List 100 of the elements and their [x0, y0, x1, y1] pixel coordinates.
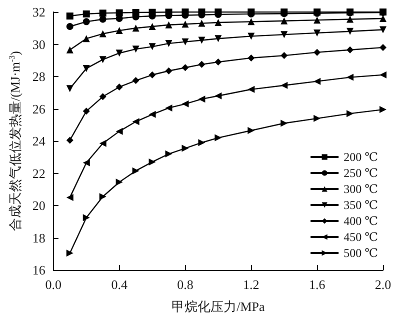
point: [132, 167, 140, 174]
point: [214, 58, 222, 66]
point: [314, 48, 321, 56]
point: [82, 64, 90, 72]
point: [214, 92, 222, 100]
legend-label: 500 ℃: [344, 246, 378, 260]
point: [116, 128, 123, 135]
point: [165, 40, 172, 47]
point: [66, 23, 74, 30]
point: [148, 110, 156, 118]
legend-label: 300 ℃: [344, 182, 378, 196]
point: [214, 134, 222, 142]
point: [248, 86, 255, 93]
point: [280, 52, 288, 60]
point: [99, 16, 106, 23]
point: [314, 78, 321, 85]
point: [132, 118, 140, 126]
point: [346, 46, 354, 54]
point: [148, 71, 156, 78]
y-tick-label: 20: [32, 198, 46, 213]
point: [148, 43, 156, 50]
legend-label: 350 ℃: [344, 198, 378, 212]
point: [214, 35, 222, 42]
point: [99, 93, 106, 100]
point: [198, 139, 206, 146]
point: [165, 67, 172, 74]
point: [99, 56, 106, 64]
point: [346, 16, 354, 23]
point: [132, 24, 140, 32]
point: [198, 20, 206, 27]
y-tick-label: 16: [32, 262, 46, 278]
y-tick-label: 28: [32, 69, 46, 84]
point: [82, 18, 90, 26]
x-tick-label: 0.4: [111, 277, 128, 292]
point: [82, 108, 90, 115]
point: [214, 18, 222, 26]
x-axis-title: 甲烷化压力/MPa: [172, 299, 266, 314]
x-tick-label: 0.8: [177, 277, 194, 292]
point: [182, 144, 189, 152]
point: [198, 36, 206, 44]
point: [314, 114, 321, 122]
point: [165, 21, 172, 28]
point: [198, 96, 206, 103]
point: [148, 23, 156, 30]
point: [248, 18, 255, 26]
point: [99, 193, 106, 200]
point: [66, 46, 74, 54]
point: [66, 194, 74, 201]
y-tick-label: 18: [32, 230, 46, 246]
point: [182, 100, 189, 108]
point: [182, 64, 189, 72]
y-tick-label: 26: [32, 101, 46, 116]
point: [165, 104, 172, 112]
point: [182, 38, 189, 46]
point: [66, 12, 74, 20]
point: [132, 46, 140, 53]
point: [82, 35, 90, 42]
y-tick-label: 32: [32, 4, 46, 20]
point: [380, 26, 386, 34]
point: [99, 30, 106, 38]
point: [165, 150, 172, 158]
point: [99, 10, 106, 17]
point: [280, 82, 288, 89]
point: [99, 140, 106, 147]
point: [346, 74, 354, 81]
x-tick-label: 0.0: [45, 277, 62, 292]
point: [248, 127, 255, 134]
point: [198, 60, 206, 68]
point: [248, 32, 255, 40]
point: [346, 110, 354, 118]
point: [116, 50, 123, 57]
point: [280, 17, 288, 24]
point: [82, 10, 90, 18]
point: [346, 28, 354, 35]
point: [116, 178, 123, 186]
point: [116, 27, 123, 34]
y-tick-label: 30: [32, 36, 46, 52]
point: [66, 250, 74, 257]
legend-label: 400 ℃: [344, 214, 378, 228]
point: [314, 29, 321, 36]
point: [82, 159, 90, 166]
point: [380, 14, 386, 22]
point: [132, 77, 140, 84]
y-tick-label: 24: [32, 134, 46, 148]
point: [82, 214, 90, 222]
legend-label: 250 ℃: [344, 166, 378, 180]
point: [380, 44, 386, 51]
point: [66, 136, 74, 144]
point: [182, 20, 189, 28]
x-tick-label: 1.2: [243, 277, 260, 292]
legend-label: 200 ℃: [344, 150, 378, 164]
point: [280, 120, 288, 127]
y-tick-label: 22: [32, 166, 46, 181]
point: [148, 158, 156, 166]
legend-label: 450 ℃: [344, 230, 378, 244]
point: [380, 71, 386, 78]
point: [314, 16, 321, 24]
x-tick-label: 2.0: [374, 277, 392, 292]
y-axis-title: 合成天然气低位发热量/(MJ·m-3): [8, 50, 22, 231]
point: [248, 54, 255, 62]
